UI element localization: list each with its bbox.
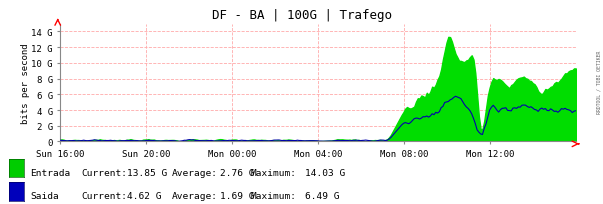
Text: 14.03 G: 14.03 G [305,168,345,177]
Text: 1.69 G: 1.69 G [220,191,254,200]
Text: Current:: Current: [81,168,127,177]
Text: Maximum:: Maximum: [250,168,296,177]
Y-axis label: bits per second: bits per second [21,43,30,123]
Text: 4.62 G: 4.62 G [127,191,161,200]
Text: DF - BA | 100G | Trafego: DF - BA | 100G | Trafego [212,9,391,22]
Text: Average:: Average: [172,191,218,200]
Text: Average:: Average: [172,168,218,177]
Text: 6.49 G: 6.49 G [305,191,339,200]
Text: Saida: Saida [30,191,59,200]
Text: 13.85 G: 13.85 G [127,168,167,177]
Text: 2.76 G: 2.76 G [220,168,254,177]
Text: Current:: Current: [81,191,127,200]
Text: Maximum:: Maximum: [250,191,296,200]
Text: RRDTOOL / TOBI OETIKER: RRDTOOL / TOBI OETIKER [597,51,602,114]
Text: Entrada: Entrada [30,168,71,177]
